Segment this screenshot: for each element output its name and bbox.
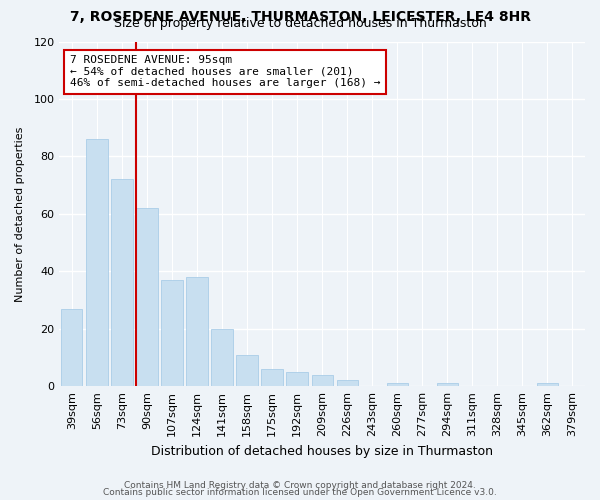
- Bar: [437, 384, 458, 386]
- X-axis label: Distribution of detached houses by size in Thurmaston: Distribution of detached houses by size …: [151, 444, 493, 458]
- Bar: [311, 374, 333, 386]
- Bar: [262, 369, 283, 386]
- Bar: [187, 277, 208, 386]
- Bar: [161, 280, 182, 386]
- Bar: [86, 139, 107, 386]
- Text: Contains public sector information licensed under the Open Government Licence v3: Contains public sector information licen…: [103, 488, 497, 497]
- Bar: [211, 328, 233, 386]
- Y-axis label: Number of detached properties: Number of detached properties: [15, 126, 25, 302]
- Bar: [111, 180, 133, 386]
- Bar: [337, 380, 358, 386]
- Bar: [136, 208, 158, 386]
- Bar: [286, 372, 308, 386]
- Bar: [386, 384, 408, 386]
- Text: 7, ROSEDENE AVENUE, THURMASTON, LEICESTER, LE4 8HR: 7, ROSEDENE AVENUE, THURMASTON, LEICESTE…: [70, 10, 530, 24]
- Text: Size of property relative to detached houses in Thurmaston: Size of property relative to detached ho…: [113, 18, 487, 30]
- Bar: [537, 384, 558, 386]
- Bar: [61, 308, 82, 386]
- Text: 7 ROSEDENE AVENUE: 95sqm
← 54% of detached houses are smaller (201)
46% of semi-: 7 ROSEDENE AVENUE: 95sqm ← 54% of detach…: [70, 56, 380, 88]
- Text: Contains HM Land Registry data © Crown copyright and database right 2024.: Contains HM Land Registry data © Crown c…: [124, 481, 476, 490]
- Bar: [236, 354, 258, 386]
